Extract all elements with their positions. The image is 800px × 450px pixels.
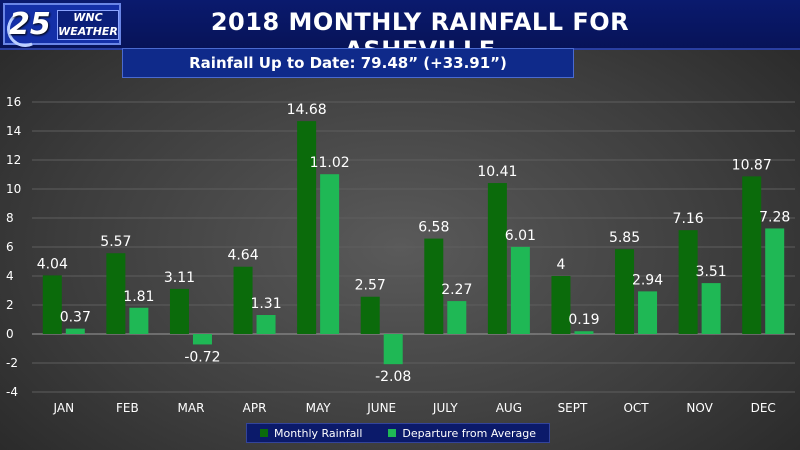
legend-item-monthly: Monthly Rainfall — [259, 426, 363, 440]
y-tick-label: 10 — [6, 182, 21, 196]
bar — [129, 307, 149, 334]
x-tick-label: MAR — [178, 401, 205, 415]
x-tick-label: OCT — [623, 401, 649, 415]
y-tick-label: 8 — [6, 211, 14, 225]
legend-swatch-monthly — [259, 429, 268, 437]
bar — [701, 283, 721, 334]
bar — [447, 301, 467, 334]
data-label: 0.19 — [568, 312, 599, 328]
bar — [192, 334, 212, 345]
x-tick-label: FEB — [116, 401, 139, 415]
x-tick-label: JULY — [432, 401, 458, 415]
data-label: 10.87 — [732, 157, 772, 173]
data-label: 11.02 — [310, 155, 350, 171]
logo-text-line1: WNC — [73, 11, 103, 24]
bar — [551, 276, 571, 334]
data-label: 5.85 — [609, 230, 640, 246]
y-tick-label: 2 — [6, 298, 14, 312]
x-tick-label: MAY — [306, 401, 332, 415]
data-label: 1.31 — [250, 296, 281, 312]
logo-number: 25 — [9, 7, 51, 42]
bar — [638, 291, 658, 334]
legend-item-departure: Departure from Average — [388, 427, 536, 440]
x-tick-label: NOV — [686, 401, 713, 415]
x-tick-label: JAN — [53, 401, 75, 415]
legend-label-monthly: Monthly Rainfall — [273, 426, 363, 440]
bar — [256, 315, 276, 334]
bar — [42, 275, 62, 334]
data-label: -0.72 — [184, 349, 220, 365]
bar — [765, 228, 785, 334]
data-label: 2.27 — [441, 282, 472, 298]
legend-label-departure: Departure from Average — [402, 426, 536, 440]
x-tick-label: AUG — [496, 401, 522, 415]
bar — [424, 238, 444, 334]
data-label: 4.04 — [37, 256, 68, 272]
y-tick-label: 14 — [6, 124, 21, 138]
y-tick-label: 12 — [6, 153, 21, 167]
y-tick-label: 4 — [6, 269, 14, 283]
x-tick-label: JUNE — [366, 401, 396, 415]
bar — [106, 253, 126, 334]
data-label: 14.68 — [287, 102, 327, 118]
bar — [297, 121, 317, 334]
y-tick-label: -4 — [6, 385, 18, 399]
y-tick-label: 6 — [6, 240, 14, 254]
data-label: 6.58 — [418, 220, 449, 236]
legend-swatch-departure — [388, 429, 397, 437]
wnc-weather-logo: 25 WNC WEATHER — [1, 3, 121, 53]
bar — [574, 331, 594, 334]
data-label: 4.64 — [227, 248, 258, 264]
bar — [742, 176, 762, 334]
data-label: 3.51 — [696, 264, 727, 280]
bar — [510, 246, 530, 334]
y-tick-label: -2 — [6, 356, 18, 370]
data-label: 5.57 — [100, 234, 131, 250]
data-label: 4 — [556, 257, 565, 273]
data-label: 2.57 — [355, 278, 386, 294]
bar — [678, 230, 698, 334]
bar — [360, 296, 380, 334]
rainfall-to-date-subtitle: Rainfall Up to Date: 79.48” (+33.91”) — [189, 54, 507, 72]
data-label: -2.08 — [375, 369, 411, 385]
data-label: 7.28 — [759, 209, 790, 225]
data-label: 6.01 — [505, 228, 536, 244]
bar — [487, 183, 507, 334]
logo-text-line2: WEATHER — [58, 25, 118, 38]
data-label: 3.11 — [164, 270, 195, 286]
bar — [320, 174, 340, 334]
x-tick-label: APR — [243, 401, 267, 415]
data-label: 10.41 — [477, 164, 517, 180]
data-label: 2.94 — [632, 272, 663, 288]
y-tick-label: 0 — [6, 327, 14, 341]
data-label: 0.37 — [60, 310, 91, 326]
bar — [233, 266, 253, 334]
y-tick-label: 16 — [6, 95, 21, 109]
chart-legend: Monthly Rainfall Departure from Average — [246, 423, 550, 443]
x-tick-label: DEC — [751, 401, 776, 415]
data-label: 7.16 — [673, 211, 704, 227]
data-label: 1.81 — [123, 289, 154, 305]
subtitle-box: Rainfall Up to Date: 79.48” (+33.91”) — [122, 48, 574, 78]
bar — [383, 334, 403, 365]
logo-text: WNC WEATHER — [57, 10, 119, 40]
bar — [169, 288, 189, 334]
x-tick-label: SEPT — [558, 401, 588, 415]
bar — [65, 328, 85, 334]
bar — [615, 249, 635, 334]
